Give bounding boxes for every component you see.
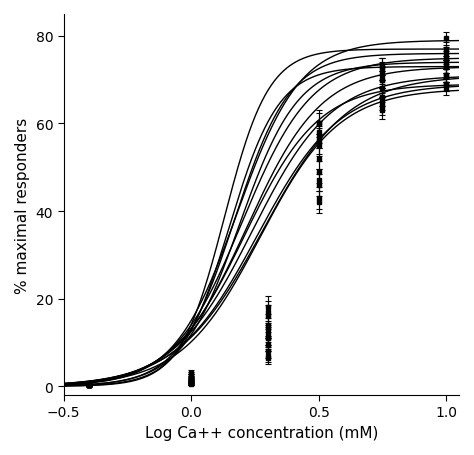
Y-axis label: % maximal responders: % maximal responders bbox=[15, 117, 30, 293]
X-axis label: Log Ca++ concentration (mM): Log Ca++ concentration (mM) bbox=[145, 425, 378, 440]
